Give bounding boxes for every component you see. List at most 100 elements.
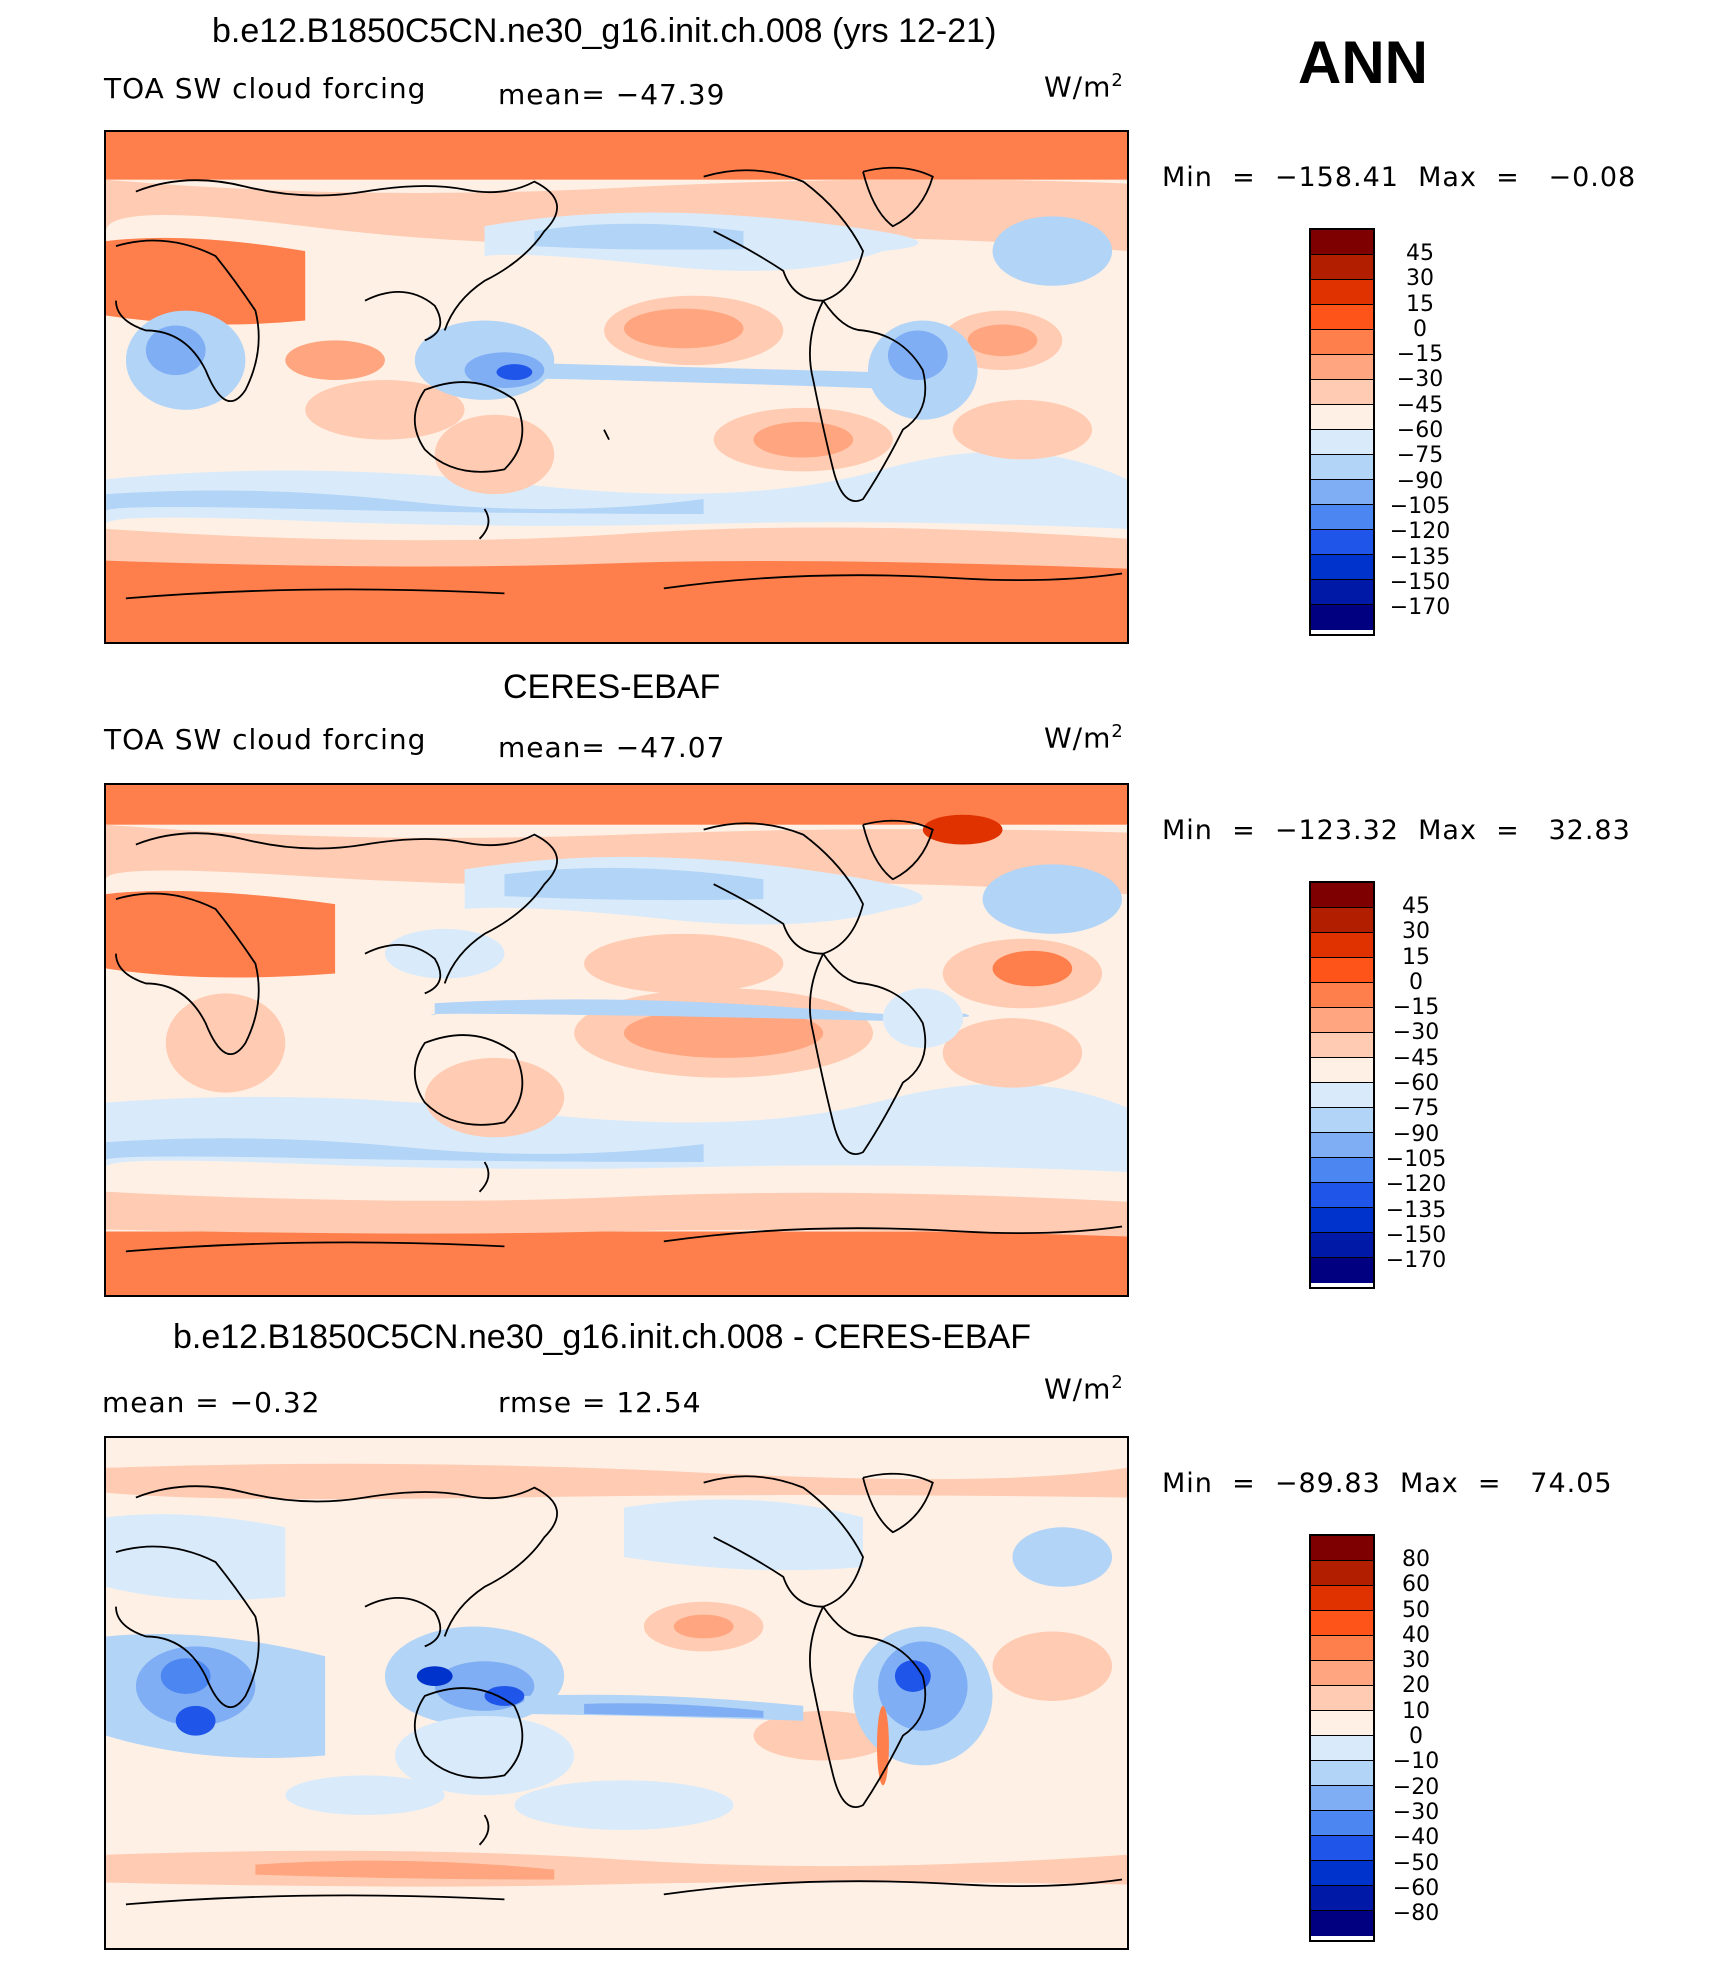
colorbar-tick-label: −75 (1396, 443, 1444, 469)
colorbar-swatch (1311, 1636, 1373, 1661)
colorbar-swatch (1311, 1786, 1373, 1811)
panel-1-mean-label: mean= −47.39 (498, 78, 726, 111)
colorbar-swatch (1311, 1836, 1373, 1861)
colorbar-swatch (1311, 983, 1373, 1008)
colorbar-swatch (1311, 455, 1373, 480)
colorbar-tick-label: −45 (1392, 1045, 1440, 1071)
colorbar-swatch (1311, 555, 1373, 580)
colorbar-tick-label: −50 (1392, 1850, 1440, 1876)
colorbar-tick-label: −30 (1392, 1799, 1440, 1825)
panel-3-colorbar-labels: 80 60 50 40 30 20 10 0 −10 −20 −30 −40 −50 −60 −80 (1380, 1547, 1452, 1926)
colorbar-tick-label: 20 (1402, 1673, 1430, 1699)
panel-1-colorbar-labels: 45 30 15 0 −15 −30 −45 −60 −75 −90 −105 −120 −135 −15… (1384, 241, 1456, 620)
colorbar-swatch (1311, 430, 1373, 455)
panel-3-units: W/m2 (1044, 1372, 1124, 1406)
colorbar-swatch (1311, 305, 1373, 330)
colorbar-tick-label: −60 (1392, 1071, 1440, 1097)
panel-1-variable-label: TOA SW cloud forcing (104, 72, 427, 105)
colorbar-tick-label: −60 (1392, 1875, 1440, 1901)
colorbar-tick-label: −75 (1392, 1096, 1440, 1122)
colorbar-swatch (1311, 1208, 1373, 1233)
colorbar-swatch (1311, 1911, 1373, 1936)
colorbar-swatch (1311, 405, 1373, 430)
panel-3-minmax: Min = −89.83 Max = 74.05 (1162, 1468, 1613, 1499)
colorbar-swatch (1311, 1611, 1373, 1636)
colorbar-swatch (1311, 1536, 1373, 1561)
colorbar-tick-label: −135 (1389, 544, 1451, 570)
colorbar-swatch (1311, 1561, 1373, 1586)
colorbar-swatch (1311, 883, 1373, 908)
colorbar-tick-label: 0 (1409, 969, 1423, 995)
colorbar-tick-label: −20 (1392, 1774, 1440, 1800)
colorbar-swatch (1311, 605, 1373, 630)
colorbar-swatch (1311, 1158, 1373, 1183)
colorbar-tick-label: 10 (1402, 1698, 1430, 1724)
panel-2-variable-label: TOA SW cloud forcing (104, 723, 427, 756)
colorbar-tick-label: 0 (1409, 1724, 1423, 1750)
colorbar-tick-label: −90 (1396, 468, 1444, 494)
panel-2-minmax: Min = −123.32 Max = 32.83 (1162, 815, 1631, 846)
colorbar-tick-label: 45 (1402, 894, 1430, 919)
colorbar-tick-label: −40 (1392, 1825, 1440, 1851)
panel-3-colorbar (1309, 1534, 1375, 1942)
panel-1-map (104, 130, 1129, 644)
panel-2-mean-label: mean= −47.07 (498, 731, 726, 764)
colorbar-tick-label: −60 (1396, 418, 1444, 444)
colorbar-swatch (1311, 1033, 1373, 1058)
colorbar-tick-label: −30 (1392, 1020, 1440, 1046)
panel-3-map (104, 1436, 1129, 1950)
colorbar-swatch (1311, 1861, 1373, 1886)
colorbar-swatch (1311, 280, 1373, 305)
panel-1-colorbar (1309, 228, 1375, 636)
colorbar-swatch (1311, 505, 1373, 530)
panel-1-minmax: Min = −158.41 Max = −0.08 (1162, 162, 1637, 193)
colorbar-tick-label: 0 (1413, 316, 1427, 342)
colorbar-tick-label: −80 (1392, 1901, 1440, 1927)
colorbar-swatch (1311, 530, 1373, 555)
colorbar-swatch (1311, 355, 1373, 380)
panel-3-mean-label: mean = −0.32 (102, 1386, 321, 1419)
colorbar-tick-label: −15 (1392, 995, 1440, 1021)
colorbar-tick-label: 15 (1402, 944, 1430, 970)
colorbar-swatch (1311, 1008, 1373, 1033)
panel-3-rmse-label: rmse = 12.54 (498, 1386, 702, 1419)
colorbar-tick-label: −150 (1389, 569, 1451, 595)
panel-1-units: W/m2 (1044, 70, 1124, 104)
colorbar-swatch (1311, 1108, 1373, 1133)
colorbar-swatch (1311, 1886, 1373, 1911)
colorbar-tick-label: −15 (1396, 342, 1444, 368)
colorbar-swatch (1311, 1661, 1373, 1686)
panel-2-colorbar (1309, 881, 1375, 1289)
colorbar-tick-label: −170 (1389, 595, 1451, 621)
colorbar-tick-label: −150 (1385, 1222, 1447, 1248)
colorbar-swatch (1311, 480, 1373, 505)
colorbar-tick-label: −105 (1389, 493, 1451, 519)
colorbar-tick-label: 30 (1402, 919, 1430, 945)
colorbar-swatch (1311, 1183, 1373, 1208)
colorbar-swatch (1311, 1586, 1373, 1611)
colorbar-swatch (1311, 380, 1373, 405)
colorbar-swatch (1311, 1711, 1373, 1736)
colorbar-swatch (1311, 1083, 1373, 1108)
colorbar-tick-label: 80 (1402, 1547, 1430, 1572)
colorbar-tick-label: −120 (1389, 519, 1451, 545)
colorbar-tick-label: −135 (1385, 1197, 1447, 1223)
colorbar-swatch (1311, 1233, 1373, 1258)
colorbar-tick-label: 50 (1402, 1597, 1430, 1623)
colorbar-swatch (1311, 1258, 1373, 1283)
panel-3-title: b.e12.B1850C5CN.ne30_g16.init.ch.008 - C… (173, 1318, 1032, 1356)
colorbar-tick-label: 45 (1406, 241, 1434, 266)
colorbar-swatch (1311, 1058, 1373, 1083)
colorbar-swatch (1311, 1133, 1373, 1158)
colorbar-swatch (1311, 1811, 1373, 1836)
colorbar-tick-label: −170 (1385, 1248, 1447, 1274)
colorbar-tick-label: 15 (1406, 291, 1434, 317)
colorbar-swatch (1311, 1686, 1373, 1711)
colorbar-swatch (1311, 330, 1373, 355)
colorbar-tick-label: −90 (1392, 1121, 1440, 1147)
colorbar-tick-label: 30 (1406, 266, 1434, 292)
colorbar-swatch (1311, 580, 1373, 605)
colorbar-swatch (1311, 1761, 1373, 1786)
colorbar-swatch (1311, 230, 1373, 255)
panel-2-map (104, 783, 1129, 1297)
